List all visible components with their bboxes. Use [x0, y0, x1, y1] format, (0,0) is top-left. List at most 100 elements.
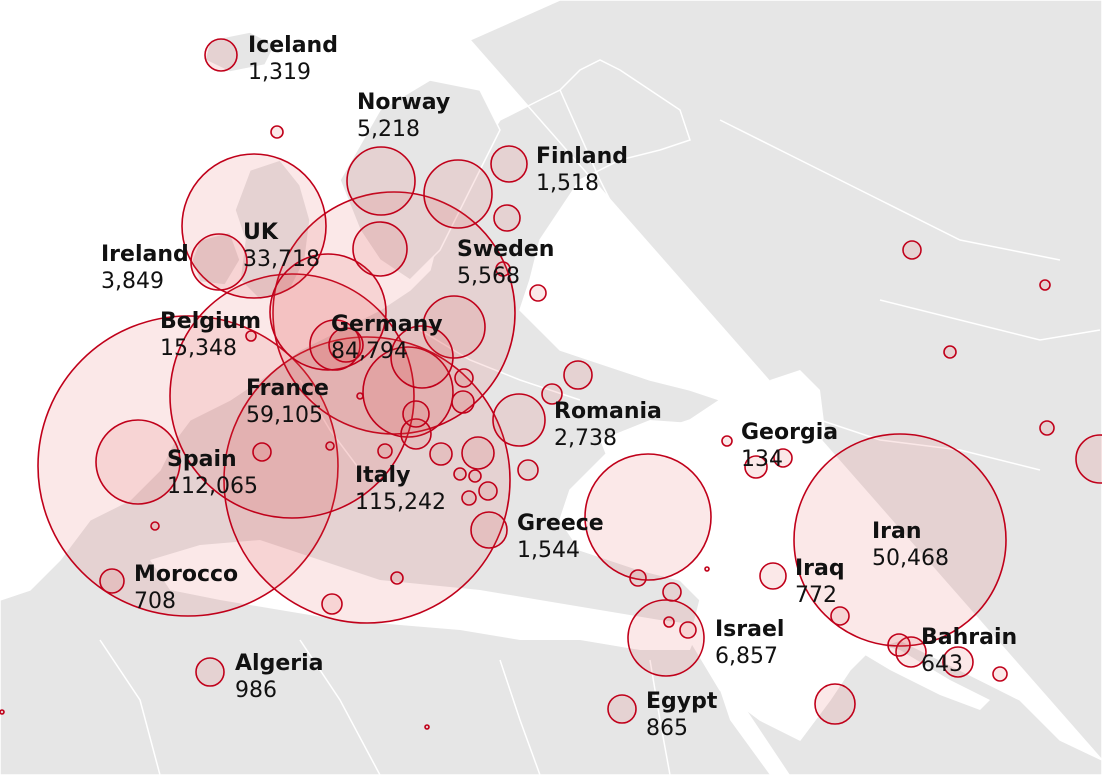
label-algeria: Algeria 986	[235, 650, 323, 704]
bubble-morocco[interactable]	[99, 568, 125, 594]
bubble-cyprus	[629, 569, 647, 587]
country-name: Ireland	[101, 242, 189, 267]
bubble-greece[interactable]	[470, 511, 508, 549]
bubble-ireland[interactable]	[190, 233, 248, 291]
bubble-tunisia	[321, 593, 343, 615]
border-line	[879, 299, 1101, 341]
bubble-norway[interactable]	[346, 146, 416, 216]
bubble-denmark	[352, 221, 408, 277]
label-georgia: Georgia 134	[741, 419, 838, 473]
label-morocco: Morocco 708	[134, 561, 238, 615]
bubble-spain[interactable]	[37, 315, 339, 617]
country-name: Norway	[357, 90, 451, 115]
bubble-iran[interactable]	[793, 433, 1007, 647]
country-name: Greece	[517, 511, 604, 536]
bubble-bosnia	[429, 442, 453, 466]
bubble-georgia[interactable]	[721, 435, 733, 447]
bubble-iceland[interactable]	[204, 38, 238, 72]
label-iran: Iran 50,468	[872, 518, 949, 572]
bubble-albania	[478, 481, 498, 501]
border-line	[649, 659, 671, 775]
bubble-kuwait	[830, 606, 850, 626]
country-name: Spain	[167, 447, 237, 472]
bubble-faroe	[270, 125, 284, 139]
bubble-monaco	[356, 392, 364, 400]
black-sea	[600, 420, 760, 480]
country-value: 59,105	[246, 403, 323, 428]
label-sweden: Sweden 5,568	[457, 236, 554, 290]
bubble-france[interactable]	[169, 273, 415, 519]
country-value: 5,218	[357, 117, 420, 142]
country-value: 772	[795, 583, 837, 608]
label-finland: Finland 1,518	[536, 143, 628, 197]
bubble-romania[interactable]	[492, 393, 546, 447]
country-value: 1,544	[517, 538, 580, 563]
country-name: Morocco	[134, 562, 239, 587]
bubble-italy[interactable]	[223, 336, 511, 624]
border-line	[99, 639, 161, 775]
bubble-cluster	[328, 327, 364, 363]
country-name: Egypt	[646, 689, 718, 714]
bubble-slovenia	[468, 469, 482, 483]
country-name: Israel	[715, 617, 785, 642]
mediterranean-sea	[150, 540, 700, 650]
bubble-gibraltar	[150, 521, 160, 531]
bubble-algeria[interactable]	[195, 657, 225, 687]
bubble-kazakhstan	[1039, 279, 1051, 291]
country-name: Iceland	[248, 33, 338, 58]
country-name: Sweden	[457, 237, 555, 262]
bubble-netherlands	[422, 295, 486, 359]
bubble-malta	[390, 571, 404, 585]
bubble-germany[interactable]	[272, 191, 516, 435]
bubble-azerbaijan	[744, 455, 768, 479]
country-value: 2,738	[554, 426, 617, 451]
bubble-austria	[390, 325, 454, 389]
bubble-sweden[interactable]	[423, 159, 493, 229]
bubble-iraq[interactable]	[759, 562, 787, 590]
country-value: 1,518	[536, 171, 599, 196]
borders-layer	[99, 89, 1101, 775]
country-value: 50,468	[872, 546, 949, 571]
country-value: 643	[921, 652, 963, 677]
label-romania: Romania 2,738	[554, 398, 662, 452]
country-value: 5,568	[457, 264, 520, 289]
country-name: France	[246, 376, 329, 401]
bubble-syria	[704, 566, 710, 572]
bubble-egypt[interactable]	[607, 694, 637, 724]
bubble-latvia	[495, 261, 511, 277]
label-belgium: Belgium 15,348	[160, 308, 261, 362]
bubble-bulgaria	[517, 459, 539, 481]
country-name: Germany	[331, 312, 443, 337]
bubble-bahrain[interactable]	[895, 636, 927, 668]
border-line	[499, 659, 541, 775]
country-value: 1,319	[248, 60, 311, 85]
country-value: 986	[235, 678, 277, 703]
bubble-hungary	[451, 390, 475, 414]
bubble-czechia	[461, 436, 495, 470]
country-value: 708	[134, 589, 176, 614]
bubble-macedonia	[461, 490, 477, 506]
country-name: Italy	[355, 463, 411, 488]
label-italy: Italy 115,242	[355, 462, 446, 516]
country-value: 865	[646, 716, 688, 741]
persian-gulf	[860, 640, 990, 710]
country-name: Romania	[554, 399, 662, 424]
landmass-uk	[234, 159, 311, 301]
label-spain: Spain 112,065	[167, 446, 258, 500]
bubble-morocco-region[interactable]	[584, 453, 712, 581]
landmass-ireland	[191, 231, 241, 286]
label-norway: Norway 5,218	[357, 89, 450, 143]
bubble-portugal	[252, 442, 272, 462]
label-bahrain: Bahrain 643	[921, 624, 1017, 678]
country-value: 6,857	[715, 644, 778, 669]
country-name: Belgium	[160, 309, 262, 334]
bubble-israel[interactable]	[627, 599, 705, 677]
country-name: Georgia	[741, 420, 839, 445]
bubble-finland[interactable]	[490, 145, 528, 183]
border-line	[419, 329, 581, 401]
bubble-uk[interactable]	[181, 153, 327, 299]
country-value: 112,065	[167, 474, 258, 499]
country-value: 84,794	[331, 339, 408, 364]
bubble-belgium[interactable]	[269, 253, 387, 371]
